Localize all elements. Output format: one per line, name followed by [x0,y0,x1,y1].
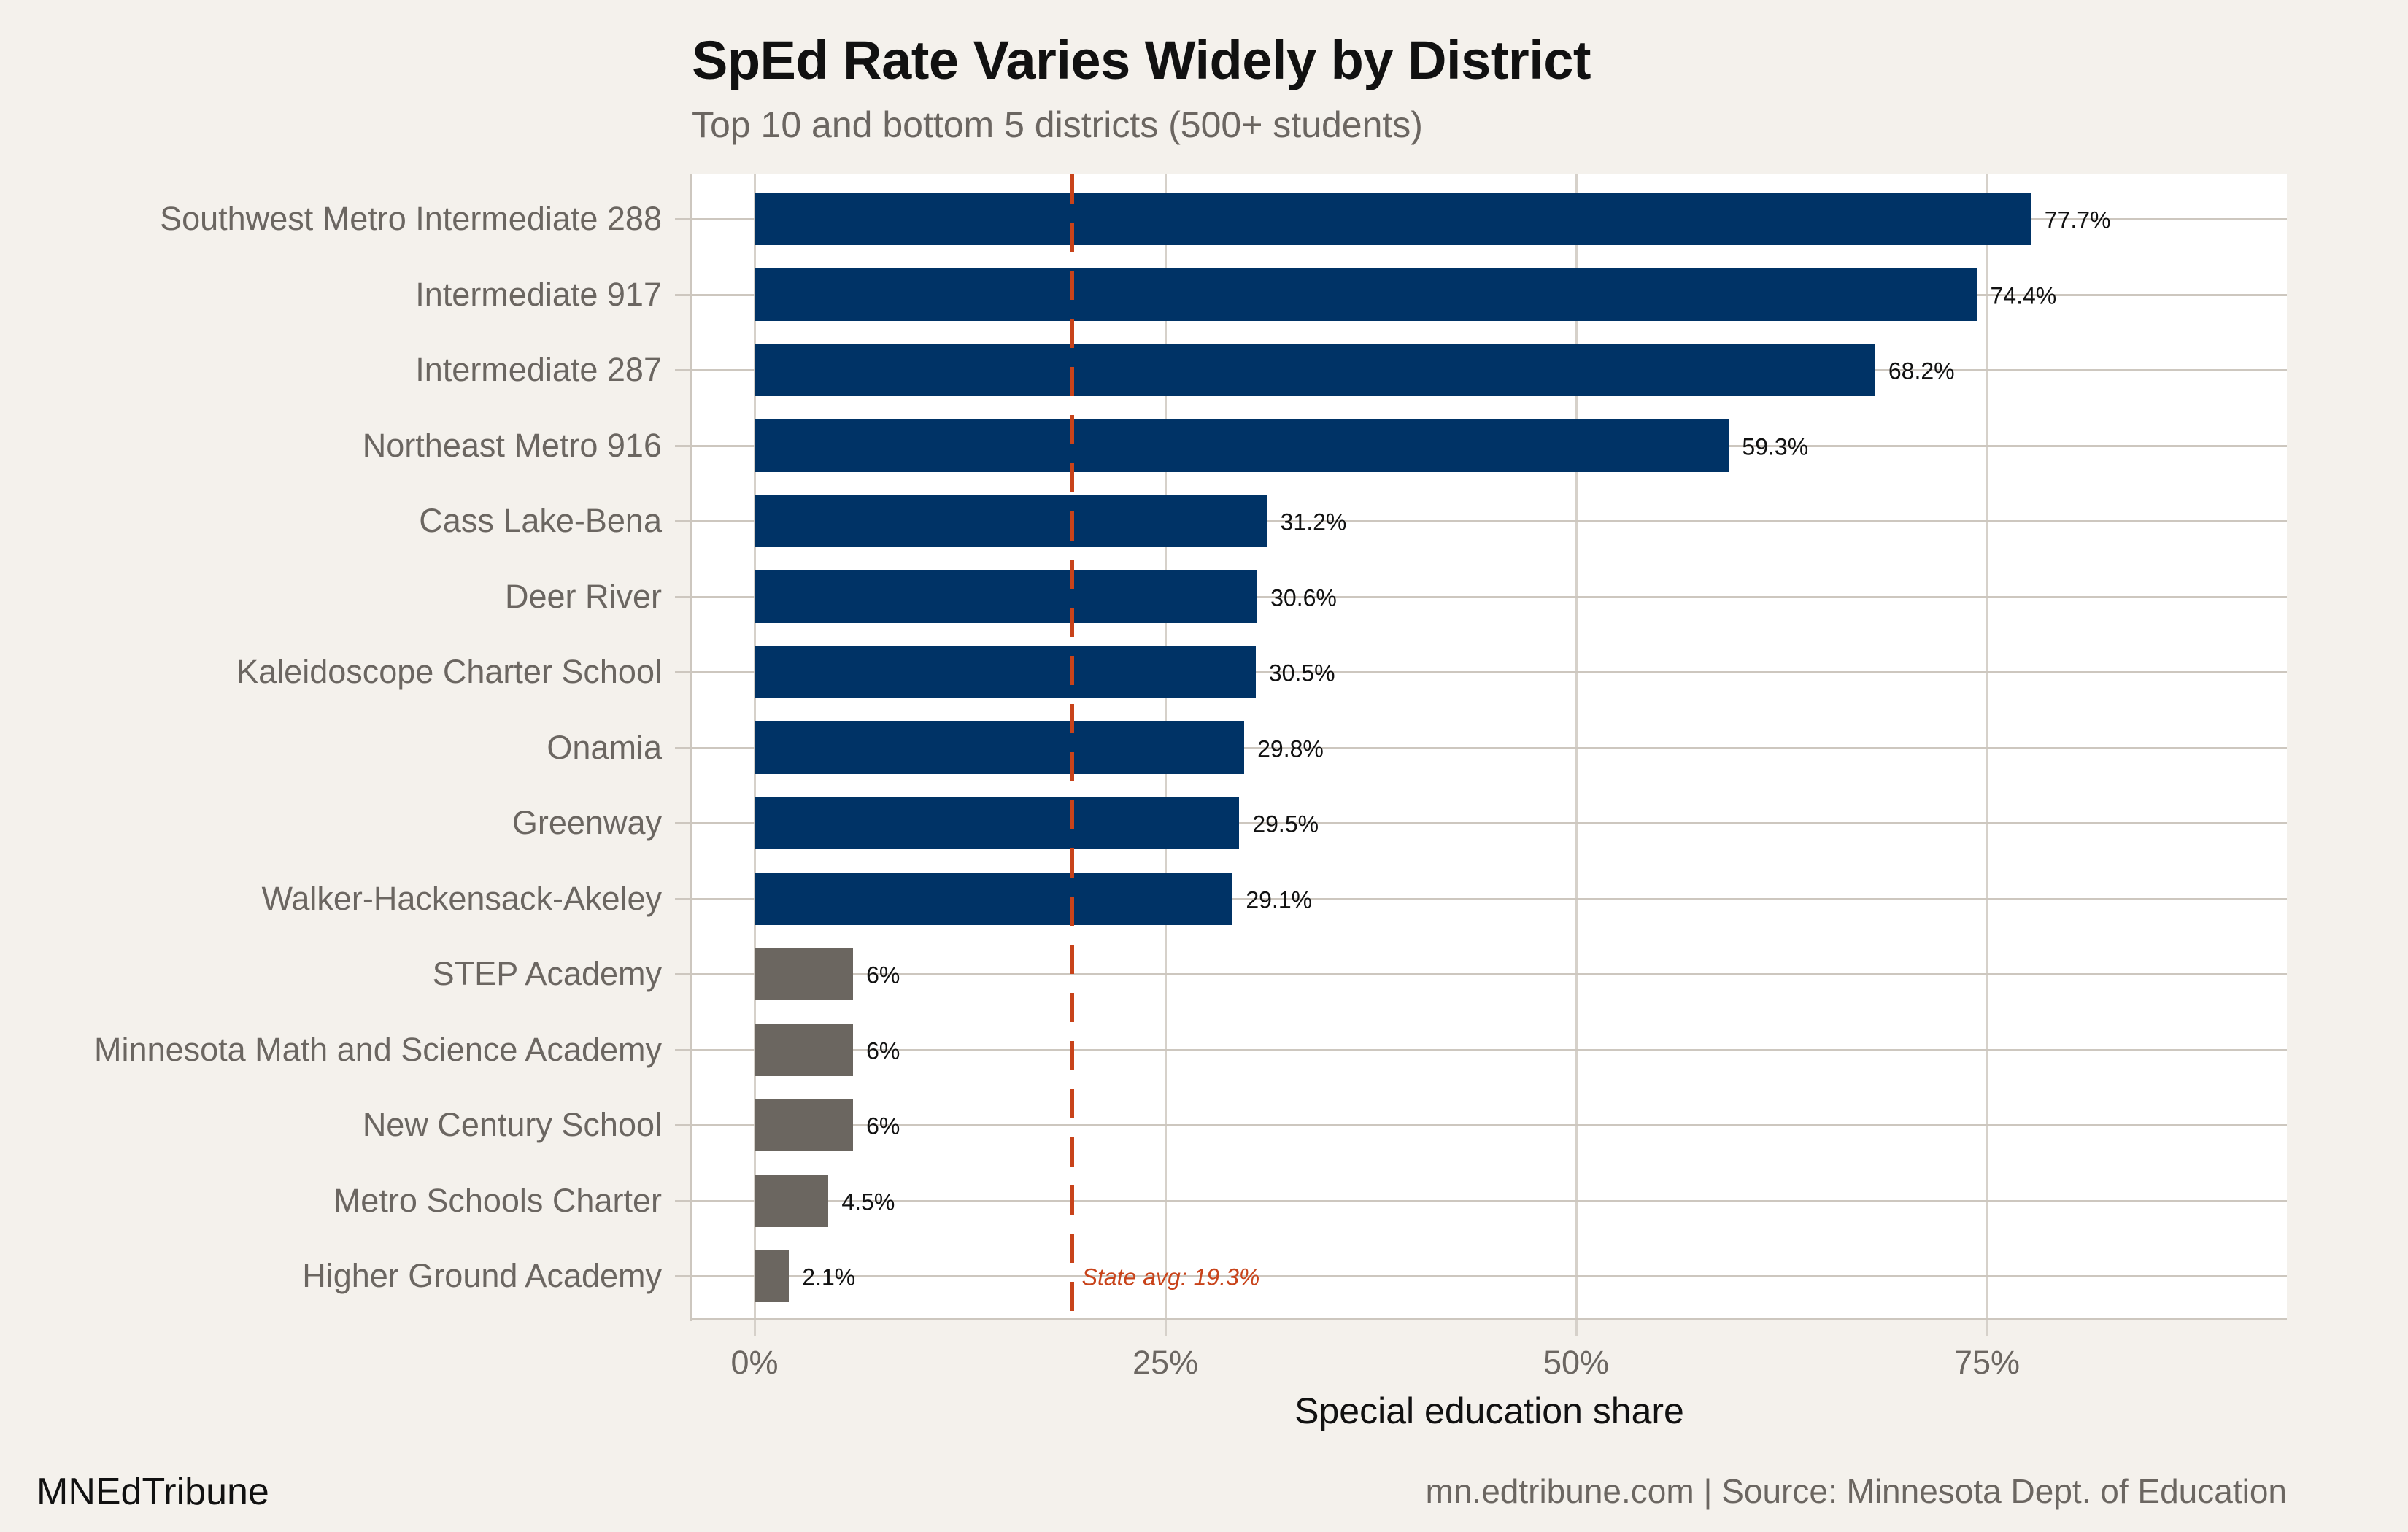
y-tick-mark [675,897,692,900]
y-gridline [692,746,2287,749]
district-label: Walker-Hackensack-Akeley [261,879,662,917]
bar-value-label: 29.1% [1246,886,1313,913]
bar-value-label: 2.1% [802,1264,856,1291]
x-tick-label: 25% [1132,1344,1199,1381]
y-tick-mark [675,444,692,447]
y-tick-mark [675,595,692,598]
district-label: Intermediate 287 [415,351,662,388]
x-tick-label: 0% [730,1344,779,1381]
district-bar[interactable] [755,268,1977,321]
district-label: New Century School [362,1106,662,1143]
y-tick-mark [675,746,692,749]
state-average-label: State avg: 19.3% [1081,1264,1260,1291]
district-bar[interactable] [755,1250,790,1302]
y-tick-mark [675,1124,692,1126]
bar-value-label: 74.4% [1990,282,2057,309]
y-tick-mark [675,520,692,522]
bar-value-label: 59.3% [1742,433,1809,460]
bar-value-label: 6% [866,962,900,989]
bar-value-label: 30.6% [1270,584,1337,611]
district-label: Greenway [512,804,662,841]
district-label: Deer River [504,577,662,615]
district-label: Higher Ground Academy [302,1257,662,1294]
bar-value-label: 6% [866,1037,900,1064]
x-tick-mark [754,1320,756,1336]
chart-subtitle: Top 10 and bottom 5 districts (500+ stud… [692,104,1423,145]
bar-value-label: 6% [866,1113,900,1140]
y-gridline [692,1275,2287,1277]
district-label: STEP Academy [432,955,662,992]
district-bar[interactable] [755,419,1729,472]
y-gridline [692,973,2287,975]
y-tick-mark [675,369,692,371]
district-label: Cass Lake-Bena [419,502,662,539]
chart-title: SpEd Rate Varies Widely by District [692,30,1591,90]
y-gridline [692,595,2287,598]
district-bar[interactable] [755,721,1245,774]
bar-value-label: 29.8% [1257,735,1324,762]
district-bar[interactable] [755,872,1233,925]
y-gridline [692,1199,2287,1202]
x-axis-title: Special education share [1294,1390,1684,1431]
x-tick-mark [1575,1320,1578,1336]
district-bar[interactable] [755,646,1256,698]
y-tick-mark [675,293,692,296]
bar-value-label: 29.5% [1252,811,1319,837]
district-bar[interactable] [755,948,854,1000]
district-bar[interactable] [755,495,1267,547]
y-tick-mark [675,973,692,975]
district-label: Minnesota Math and Science Academy [94,1030,662,1068]
state-average-line [1070,174,1074,1320]
x-tick-mark [1986,1320,1988,1336]
brand-logo-text: MNEdTribune [36,1471,269,1513]
district-bar[interactable] [755,193,2031,245]
y-tick-mark [675,218,692,220]
district-label: Southwest Metro Intermediate 288 [160,200,662,237]
x-tick-label: 75% [1953,1344,2021,1381]
y-tick-mark [675,822,692,824]
y-gridline [692,897,2287,900]
district-label: Kaleidoscope Charter School [236,653,662,690]
x-tick-mark [1165,1320,1167,1336]
bar-value-label: 30.5% [1268,659,1335,686]
district-bar[interactable] [755,1174,829,1227]
district-label: Intermediate 917 [415,275,662,313]
district-bar[interactable] [755,797,1240,849]
source-credit: mn.edtribune.com | Source: Minnesota Dep… [1425,1472,2287,1510]
y-gridline [692,671,2287,673]
y-gridline [692,1048,2287,1051]
district-bar[interactable] [755,344,1875,396]
district-bar[interactable] [755,1023,854,1076]
bar-value-label: 68.2% [1888,357,1955,384]
y-tick-mark [675,671,692,673]
bar-value-label: 31.2% [1280,508,1347,535]
x-tick-label: 50% [1543,1344,1610,1381]
bar-value-label: 77.7% [2044,206,2111,233]
y-tick-mark [675,1048,692,1051]
x-axis-line [690,1318,2287,1320]
y-tick-mark [675,1199,692,1202]
y-gridline [692,1124,2287,1126]
y-gridline [692,520,2287,522]
y-tick-mark [675,1275,692,1277]
y-gridline [692,822,2287,824]
district-label: Onamia [547,728,662,766]
district-label: Northeast Metro 916 [362,426,662,464]
bar-value-label: 4.5% [841,1188,895,1215]
y-axis-line [690,174,692,1321]
district-bar[interactable] [755,1099,854,1151]
district-label: Metro Schools Charter [333,1181,662,1219]
district-bar[interactable] [755,570,1258,623]
